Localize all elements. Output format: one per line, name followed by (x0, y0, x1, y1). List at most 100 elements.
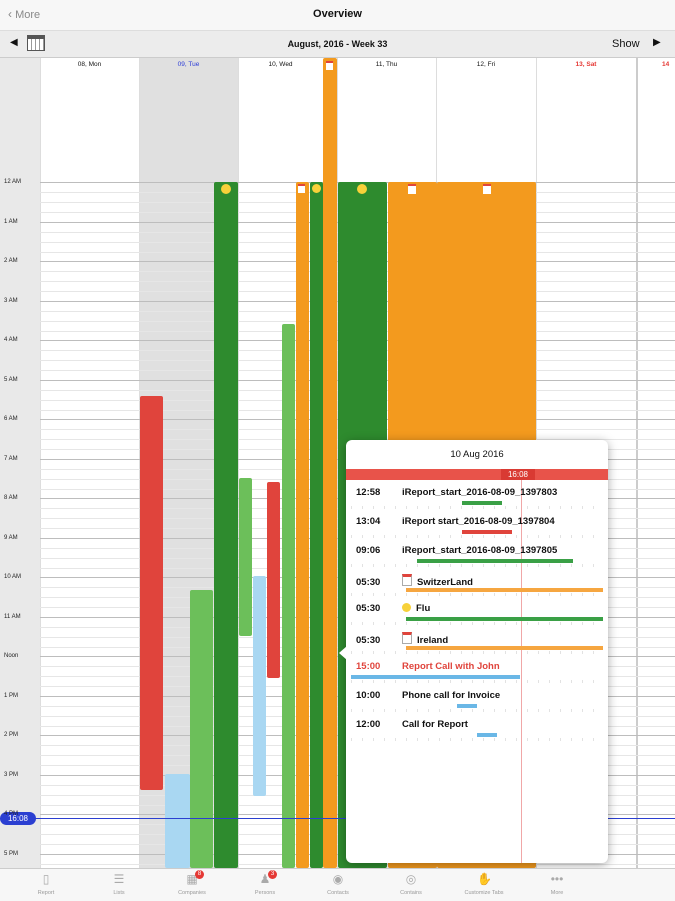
event-time: 10:00 (356, 690, 381, 701)
popover-event-row[interactable]: 10:00 Phone call for Invoice (356, 690, 500, 701)
tab-label: Contacts (327, 890, 349, 896)
popover-event-row[interactable]: 13:04 iReport start_2016-08-09_1397804 (356, 516, 555, 527)
hour-label: 1 PM (4, 693, 19, 699)
tab-contains[interactable]: ◎ Contains (374, 869, 448, 901)
more-icon: ••• (550, 872, 564, 886)
sick-face-icon (357, 184, 367, 194)
tab-label: More (550, 890, 564, 896)
tab-customize-tabs[interactable]: ✋ Customize Tabs (447, 869, 521, 901)
day-column-sun[interactable] (636, 58, 675, 868)
hour-label: 7 AM (4, 456, 18, 462)
event-title: Phone call for Invoice (402, 690, 501, 701)
sick-face-icon (402, 603, 411, 612)
event-bar-red-wed[interactable] (267, 482, 280, 678)
day-column-mon[interactable] (40, 58, 140, 868)
tab-report[interactable]: ▯ Report (9, 869, 83, 901)
popover-event-row[interactable]: 15:00 Report Call with John (356, 661, 500, 672)
timeline-ticks (351, 593, 603, 596)
tab-lists[interactable]: ☰ Lists (82, 869, 156, 901)
page-title: Overview (313, 8, 362, 20)
tab-more[interactable]: ••• More (520, 869, 594, 901)
show-button[interactable]: Show (612, 38, 640, 50)
timeline-ticks (351, 651, 603, 654)
contact-icon: ◉ (332, 872, 344, 886)
event-time: 12:58 (356, 487, 381, 498)
hour-label: 3 AM (4, 298, 18, 304)
event-time-bar (457, 704, 477, 708)
day-detail-popover[interactable]: 10 Aug 2016 16:08 12:58 iReport_start_201… (346, 440, 608, 863)
timeline-ticks (351, 622, 603, 625)
day-header-sat: 13, Sat (575, 61, 597, 68)
companies-icon: ▦ (186, 872, 198, 886)
event-bar-lightgreen-wed-1[interactable] (239, 478, 252, 636)
event-time: 13:04 (356, 516, 381, 527)
popover-event-row[interactable]: 05:30 Flu (356, 603, 430, 614)
tab-persons[interactable]: ♟ 3 Persons (228, 869, 302, 901)
calendar-icon (326, 61, 333, 70)
day-column-thu[interactable] (337, 58, 437, 868)
event-bar-orange-wed-1[interactable] (296, 182, 309, 868)
event-time: 05:30 (356, 635, 381, 646)
hour-label: 3 PM (4, 772, 19, 778)
event-bar-blue-wed[interactable] (253, 576, 266, 796)
popover-arrow (339, 646, 347, 660)
timeline-ticks (351, 564, 603, 567)
sick-face-icon (221, 184, 231, 194)
target-icon: ◎ (405, 872, 417, 886)
day-header-tue: 09, Tue (177, 61, 200, 68)
popover-event-row[interactable]: 05:30 Ireland (356, 632, 448, 646)
event-time: 05:30 (356, 577, 381, 588)
event-time-bar (417, 559, 573, 563)
event-bar-green-wed[interactable] (310, 182, 323, 868)
event-bar-lightgreen-wed-2[interactable] (282, 324, 295, 868)
event-title: Call for Report (402, 719, 468, 730)
popover-event-row[interactable]: 12:58 iReport_start_2016-08-09_1397803 (356, 487, 557, 498)
timeline-ticks (351, 506, 603, 509)
week-navigation-bar: ◀ August, 2016 - Week 33 Show ▶ (0, 31, 675, 58)
document-icon: ▯ (42, 872, 50, 886)
time-column (0, 58, 41, 868)
tab-badge: 3 (268, 870, 277, 879)
sick-face-icon (312, 184, 321, 193)
event-bar-green-tue[interactable] (214, 182, 238, 868)
list-icon: ☰ (113, 872, 125, 886)
day-header-fri: 12, Fri (476, 61, 496, 68)
event-time: 09:06 (356, 545, 381, 556)
day-column-wed[interactable] (238, 58, 338, 868)
calendar-icon (483, 184, 491, 194)
calendar-icon (402, 632, 412, 644)
tab-bar: ▯ Report ☰ Lists ▦ 8 Companies ♟ 3 Persons ◉ Contac… (0, 868, 675, 901)
event-bar-orange-wed-2[interactable] (323, 58, 337, 868)
tab-label: Companies (178, 890, 206, 896)
event-bar-red-mon-tue[interactable] (140, 396, 163, 790)
hour-label: 4 AM (4, 337, 18, 343)
event-bar-blue-tue[interactable] (165, 774, 190, 868)
tab-contacts[interactable]: ◉ Contacts (301, 869, 375, 901)
popover-event-row[interactable]: 05:30 SwitzerLand (356, 574, 473, 588)
event-bar-lightgreen-tue[interactable] (190, 590, 213, 868)
event-time: 05:30 (356, 603, 381, 614)
next-week-button[interactable]: ▶ (653, 37, 661, 48)
day-header-sun: 14 (662, 61, 670, 68)
hour-label: 5 PM (4, 851, 19, 857)
calendar-icon (298, 184, 305, 193)
popover-event-row[interactable]: 12:00 Call for Report (356, 719, 468, 730)
hour-label: 6 AM (4, 416, 18, 422)
event-time: 15:00 (356, 661, 381, 672)
event-time-bar (406, 617, 603, 621)
back-button[interactable]: ‹ More (8, 7, 40, 21)
event-time-bar (406, 588, 603, 592)
tab-companies[interactable]: ▦ 8 Companies (155, 869, 229, 901)
hour-label: 2 AM (4, 258, 18, 264)
event-title: Flu (416, 603, 431, 614)
tab-badge: 8 (195, 870, 204, 879)
calendar-picker-icon[interactable] (27, 35, 45, 51)
chevron-left-icon: ‹ (8, 7, 12, 21)
event-title: Ireland (417, 635, 449, 646)
persons-icon: ♟ (259, 872, 271, 886)
popover-event-row[interactable]: 09:06 iReport_start_2016-08-09_1397805 (356, 545, 557, 556)
previous-week-button[interactable]: ◀ (10, 37, 18, 48)
calendar-icon (402, 574, 412, 586)
navigation-bar: ‹ More Overview (0, 0, 675, 31)
day-header-wed: 10, Wed (268, 61, 293, 68)
